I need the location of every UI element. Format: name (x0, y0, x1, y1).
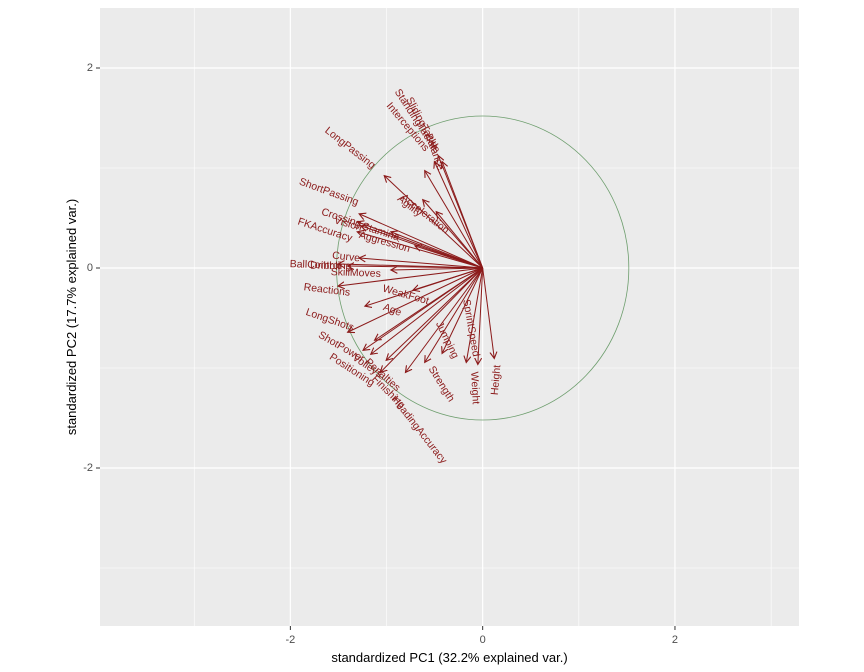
arrow-Jumping (442, 267, 484, 353)
variable-arrows (338, 156, 494, 372)
arrow-Balance (442, 162, 484, 269)
variable-label: Weight (468, 371, 482, 404)
y-tick-label: 0 (87, 262, 93, 274)
correlation-circle-layer (336, 115, 630, 421)
arrow-SprintSpeed (466, 267, 484, 362)
arrow-Volleys (371, 267, 483, 354)
arrow-StandingTackle (435, 162, 484, 269)
arrow-Reactions (338, 267, 483, 286)
arrow-SkillMoves (391, 268, 483, 270)
x-axis-title: standardized PC1 (32.2% explained var.) (331, 650, 567, 665)
arrow-Acceleration (437, 212, 484, 269)
correlation-circle (336, 115, 630, 421)
y-axis-title: standardized PC2 (17.7% explained var.) (64, 199, 79, 435)
arrow-FKAccuracy (358, 232, 483, 269)
variable-label: BallControl (289, 258, 341, 272)
arrow-Dribbling (348, 266, 483, 268)
axis-tick-labels: -2 0 2 -2 0 2 (83, 62, 678, 646)
arrow-HeadingAccuracy (406, 267, 484, 372)
x-tick-label: -2 (285, 634, 295, 646)
arrow-Strength (425, 267, 484, 362)
arrow-Weight (478, 267, 484, 364)
variable-label: Curve (332, 250, 361, 265)
variable-label: Dribbling (310, 260, 352, 273)
arrow-Curve (360, 258, 483, 269)
variable-label: Height (489, 364, 504, 395)
plot-panel (100, 8, 799, 626)
arrow-ShortPassing (360, 214, 483, 269)
arrow-Penalties (387, 267, 484, 360)
arrow-Positioning (363, 267, 483, 350)
arrow-Finishing (381, 267, 484, 372)
arrow-Height (482, 267, 495, 358)
axis-ticks (96, 67, 676, 630)
x-tick-label: 0 (480, 634, 486, 646)
arrow-LongPassing (385, 176, 484, 269)
arrow-Interceptions (425, 171, 484, 269)
variable-label: Reactions (303, 281, 351, 299)
arrow-LongShots (348, 267, 483, 332)
y-tick-label: -2 (83, 462, 93, 474)
y-tick-label: 2 (87, 62, 93, 74)
arrow-Age (365, 267, 483, 306)
arrow-Vision (362, 226, 483, 269)
variable-label: SkillMoves (330, 266, 381, 280)
grid-lines (100, 8, 799, 626)
x-tick-label: 2 (672, 634, 678, 646)
